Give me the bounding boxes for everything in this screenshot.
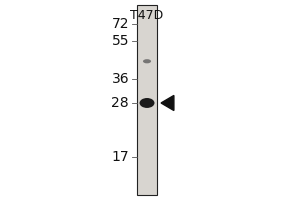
Text: 72: 72 bbox=[112, 17, 129, 31]
Text: T47D: T47D bbox=[130, 9, 164, 22]
Text: 55: 55 bbox=[112, 34, 129, 48]
Ellipse shape bbox=[140, 98, 154, 108]
Ellipse shape bbox=[143, 59, 151, 63]
Bar bbox=[136, 5, 158, 195]
Text: 36: 36 bbox=[112, 72, 129, 86]
Polygon shape bbox=[161, 95, 174, 111]
Text: 17: 17 bbox=[112, 150, 129, 164]
Text: 28: 28 bbox=[112, 96, 129, 110]
